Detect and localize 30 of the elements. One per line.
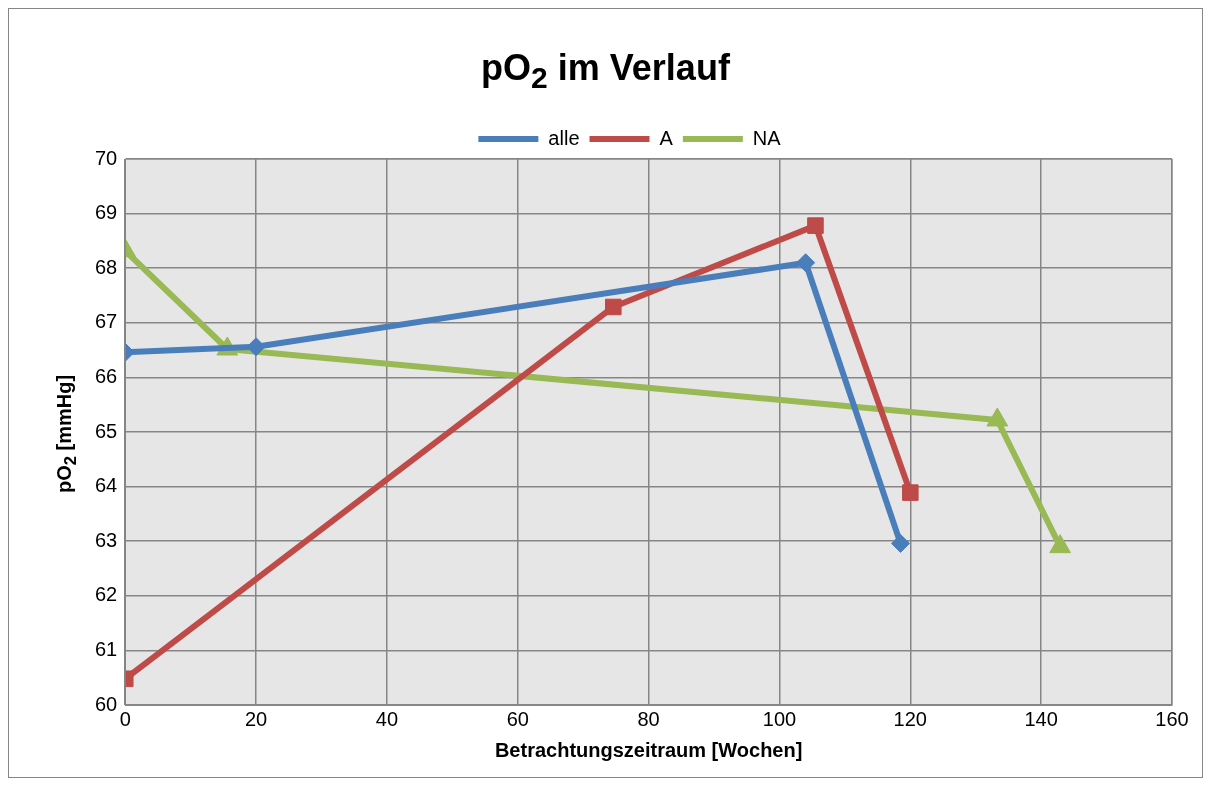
- point: [796, 253, 816, 273]
- point: [605, 298, 622, 316]
- y-tick-label: 65: [95, 419, 118, 442]
- x-tick-label: 20: [244, 707, 268, 730]
- x-tick-label: 160: [1155, 707, 1189, 730]
- legend-label: NA: [752, 126, 782, 149]
- legend-label: A: [659, 126, 674, 149]
- y-tick-label: 67: [95, 310, 118, 333]
- y-tick-label: 62: [95, 583, 118, 606]
- x-tick-label: 100: [762, 707, 797, 730]
- x-axis-title: Betrachtungszeitraum [Wochen]: [494, 738, 803, 761]
- x-tick-label: 60: [506, 707, 529, 730]
- x-tick-label: 120: [893, 707, 927, 730]
- y-tick-label: 61: [95, 637, 118, 660]
- y-tick-label: 64: [95, 474, 118, 497]
- y-tick-label: 66: [95, 364, 118, 387]
- chart-title: pO$_{2}$ im Verlauf: [480, 47, 731, 96]
- y-tick-label: 70: [95, 146, 118, 169]
- x-tick-label: 80: [637, 707, 660, 730]
- y-tick-label: 60: [95, 692, 118, 715]
- x-tick-label: 140: [1024, 707, 1058, 730]
- point: [891, 533, 910, 553]
- y-tick-label: 69: [95, 201, 118, 224]
- point: [807, 217, 824, 234]
- legend-label: alle: [548, 126, 580, 149]
- x-tick-label: 40: [375, 707, 399, 730]
- x-tick-label: 0: [119, 707, 131, 730]
- y-tick-label: 68: [95, 255, 118, 278]
- point: [902, 484, 919, 501]
- y-tick-label: 63: [95, 528, 118, 551]
